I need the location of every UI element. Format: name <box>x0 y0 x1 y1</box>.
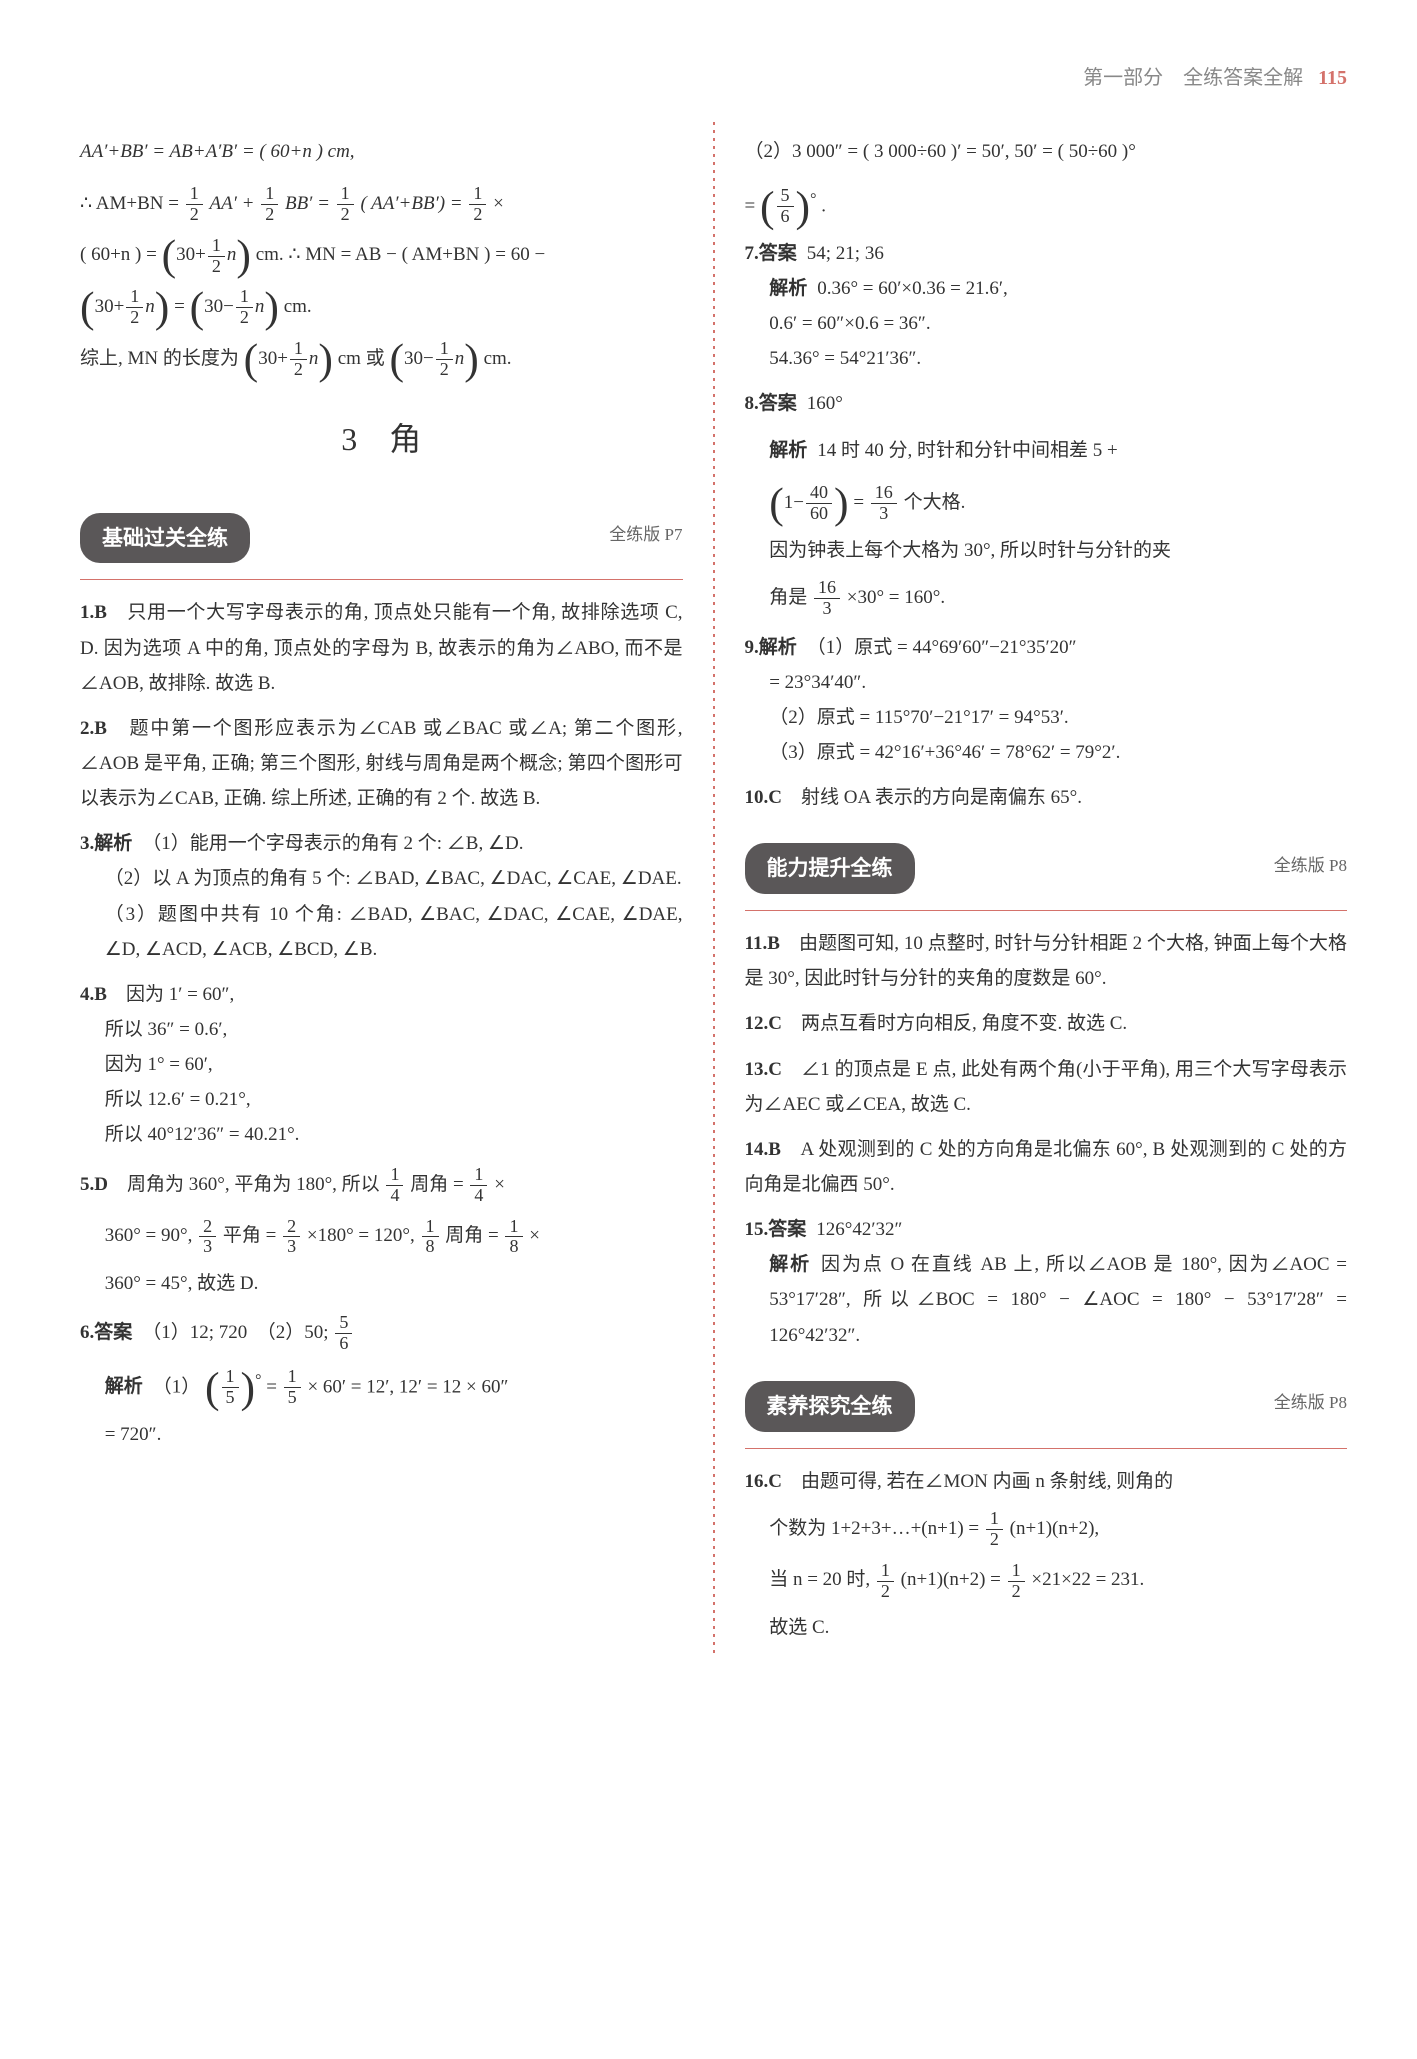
item-13: 13.C ∠1 的顶点是 E 点, 此处有两个角(小于平角), 用三个大写字母表… <box>745 1052 1348 1122</box>
item-9: 9.解析（1）原式 = 44°69′60″−21°35′20″ = 23°34′… <box>745 630 1348 771</box>
page-number: 115 <box>1318 67 1347 89</box>
core-section-row: 素养探究全练 全练版 P8 <box>745 1363 1348 1449</box>
page-header: 第一部分 全练答案全解 115 <box>80 60 1347 97</box>
item-15: 15.答案126°42′32″ 解析因为点 O 在直线 AB 上, 所以∠AOB… <box>745 1212 1348 1353</box>
two-column-layout: AA′+BB′ = AB+A′B′ = ( 60+n ) cm, ∴ AM+BN… <box>80 122 1347 1655</box>
item-12: 12.C 两点互看时方向相反, 角度不变. 故选 C. <box>745 1006 1348 1041</box>
intro-formula-5: 综上, MN 的长度为 (30+12n) cm 或 (30−12n) cm. <box>80 337 683 381</box>
item-11: 11.B 由题图可知, 10 点整时, 时针与分针相距 2 个大格, 钟面上每个… <box>745 926 1348 996</box>
intro-formula-4: (30+12n) = (30−12n) cm. <box>80 285 683 329</box>
intro-formula-3: ( 60+n ) = (30+12n) cm. ∴ MN = AB − ( AM… <box>80 233 683 277</box>
item-10: 10.C 射线 OA 表示的方向是南偏东 65°. <box>745 780 1348 815</box>
item-7: 7.答案54; 21; 36 解析0.36° = 60′×0.36 = 21.6… <box>745 236 1348 377</box>
item-8: 8.答案160° 解析14 时 40 分, 时针和分针中间相差 5 + (1−4… <box>745 386 1348 619</box>
core-pill: 素养探究全练 <box>745 1381 915 1432</box>
item-4: 4.B 因为 1′ = 60″, 所以 36″ = 0.6′, 因为 1° = … <box>80 977 683 1153</box>
ability-pill: 能力提升全练 <box>745 843 915 894</box>
right-top-2: = (56)° . <box>745 182 1348 228</box>
item-16: 16.C 由题可得, 若在∠MON 内画 n 条射线, 则角的 个数为 1+2+… <box>745 1464 1348 1646</box>
basic-ref: 全练版 P7 <box>609 519 682 550</box>
item-3: 3.解析（1）能用一个字母表示的角有 2 个: ∠B, ∠D. （2）以 A 为… <box>80 826 683 967</box>
section-heading: 3 角 <box>80 410 683 469</box>
item-1: 1.B 只用一个大写字母表示的角, 顶点处只能有一个角, 故排除选项 C, D.… <box>80 595 683 700</box>
right-column: （2）3 000″ = ( 3 000÷60 )′ = 50′, 50′ = (… <box>745 122 1348 1655</box>
item-2: 2.B 题中第一个图形应表示为∠CAB 或∠BAC 或∠A; 第二个图形, ∠A… <box>80 711 683 816</box>
item-5: 5.D 周角为 360°, 平角为 180°, 所以 14 周角 = 14 × … <box>80 1163 683 1302</box>
right-top-1: （2）3 000″ = ( 3 000÷60 )′ = 50′, 50′ = (… <box>745 130 1348 174</box>
intro-formula-1: AA′+BB′ = AB+A′B′ = ( 60+n ) cm, <box>80 130 683 174</box>
intro-formula-2: ∴ AM+BN = 12 AA′ + 12 BB′ = 12 ( AA′+BB′… <box>80 182 683 226</box>
basic-section-row: 基础过关全练 全练版 P7 <box>80 495 683 581</box>
core-ref: 全练版 P8 <box>1274 1387 1347 1418</box>
column-divider <box>713 122 715 1655</box>
ability-section-row: 能力提升全练 全练版 P8 <box>745 825 1348 911</box>
ability-ref: 全练版 P8 <box>1274 850 1347 881</box>
item-14: 14.B A 处观测到的 C 处的方向角是北偏东 60°, B 处观测到的 C … <box>745 1132 1348 1202</box>
left-column: AA′+BB′ = AB+A′B′ = ( 60+n ) cm, ∴ AM+BN… <box>80 122 683 1655</box>
basic-pill: 基础过关全练 <box>80 513 250 564</box>
item-6: 6.答案（1）12; 720 （2）50; 56 解析（1） (15)° = 1… <box>80 1311 683 1452</box>
part-label: 第一部分 全练答案全解 <box>1083 67 1303 89</box>
